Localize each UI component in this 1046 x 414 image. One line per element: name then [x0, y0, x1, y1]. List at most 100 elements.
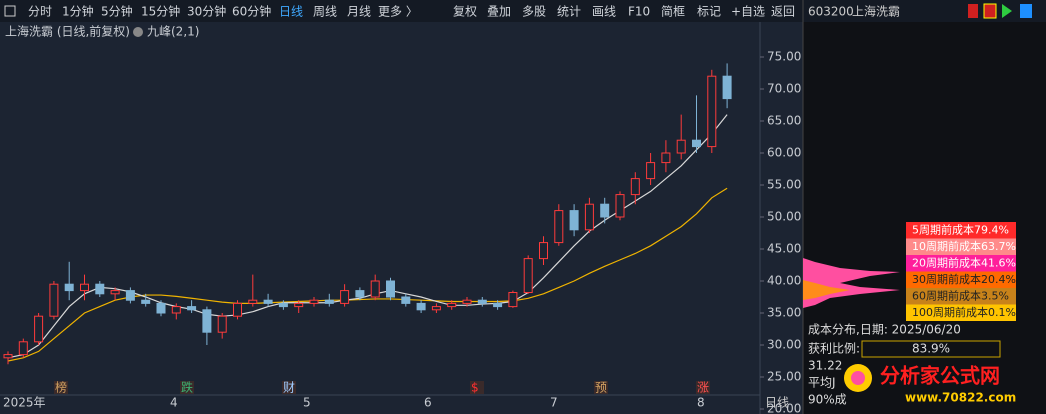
event-marker-bg [180, 381, 194, 394]
cost-row: 60周期前成本3.5% [912, 289, 1009, 303]
candle-body [34, 315, 44, 343]
event-marker[interactable]: 财 [283, 381, 295, 395]
cost-row: 10周期前成本63.7% [912, 239, 1016, 253]
toolbar-button[interactable]: F10 [628, 5, 650, 19]
candle-body [64, 283, 74, 292]
y-tick-label: 75.00 [767, 50, 801, 64]
toolbar-icon[interactable] [4, 5, 16, 17]
candle-body [278, 302, 288, 308]
toolbar-button[interactable]: 30分钟 [187, 4, 226, 19]
toolbar-button[interactable]: 5分钟 [101, 4, 133, 19]
event-marker[interactable]: 榜 [55, 380, 67, 395]
cost-row-bg [906, 238, 1016, 255]
candle-body [370, 280, 380, 298]
indicator-icon [133, 27, 143, 37]
candle-body [600, 203, 610, 218]
stock-code: 603200 [808, 5, 854, 19]
y-tick-label: 65.00 [767, 114, 801, 128]
toolbar-button[interactable]: 简框 [661, 5, 685, 19]
y-tick-label: 20.00 [767, 402, 801, 414]
toolbar-bg [0, 0, 1046, 22]
profit-bar [861, 340, 1001, 358]
candle-body [615, 194, 625, 218]
x-tick-label: 2025年 [3, 396, 46, 410]
cost-line: 31.22 [808, 359, 842, 373]
panel-icon[interactable] [1020, 4, 1032, 18]
toolbar-button[interactable]: 1分钟 [62, 4, 94, 19]
cost-line: 90%成 [808, 393, 847, 407]
toolbar-button[interactable]: 叠加 [487, 5, 511, 19]
x-tick-label: 7 [550, 396, 558, 410]
toolbar-button[interactable]: 多股 [522, 5, 546, 19]
event-marker[interactable]: 跌 [181, 380, 193, 395]
candle-body [18, 341, 28, 356]
toolbar-button[interactable]: 更多 〉 [378, 5, 418, 19]
cost-row-bg [906, 271, 1016, 288]
cost-histogram-core [803, 280, 850, 300]
candle-body [141, 299, 151, 304]
candle-body [554, 210, 564, 244]
candle-body [523, 258, 533, 294]
candle-body [431, 306, 441, 311]
logo-title: 分析家公式网 [880, 364, 1000, 388]
toolbar-button[interactable]: 统计 [557, 5, 581, 19]
event-marker[interactable]: 涨 [697, 380, 709, 395]
side-panel-bg [803, 22, 1046, 414]
y-tick-label: 60.00 [767, 146, 801, 160]
toolbar-button[interactable]: 返回 [771, 5, 795, 19]
candle-body [646, 162, 656, 180]
candle-body [95, 283, 105, 295]
toolbar-button[interactable]: 标记 [697, 5, 721, 19]
panel-icon[interactable] [968, 4, 978, 18]
logo-url: www.70822.com [905, 391, 1016, 405]
candle-body [539, 242, 548, 260]
toolbar-button[interactable]: 画线 [592, 5, 616, 19]
candle-body [309, 299, 319, 304]
candle-body [661, 152, 671, 164]
x-tick-label: 6 [424, 396, 432, 410]
cost-row: 20周期前成本41.6% [912, 256, 1016, 270]
cost-row-bg [906, 304, 1016, 321]
toolbar-button[interactable]: 分时 [28, 5, 52, 19]
logo-flower [851, 371, 865, 385]
candle-body [416, 302, 426, 311]
candle-body [187, 306, 197, 311]
panel-icon[interactable] [983, 3, 997, 19]
candle-body [110, 290, 120, 295]
candle-body [233, 302, 242, 317]
panel-icon[interactable] [1002, 4, 1012, 18]
candle-body [80, 283, 89, 292]
candle-body [676, 139, 686, 154]
profit-label: 获利比例: [808, 342, 860, 356]
profit-value: 83.9% [912, 342, 950, 356]
toolbar-button[interactable]: 60分钟 [232, 4, 271, 19]
cost-row: 30周期前成本20.4% [912, 272, 1016, 286]
toolbar-button[interactable]: +自选 [731, 5, 765, 19]
candle-body [324, 299, 334, 304]
candle-body [692, 139, 701, 148]
candle-body [263, 299, 273, 304]
logo: 分析家公式网 www.70822.com [844, 364, 1016, 405]
toolbar-button[interactable]: 月线 [347, 5, 371, 19]
y-tick-label: 35.00 [767, 306, 801, 320]
toolbar-button[interactable]: 15分钟 [141, 4, 180, 19]
cost-row: 5周期前成本79.4% [912, 223, 1009, 237]
candle-body [156, 302, 166, 314]
cost-row: 100周期前成本0.1% [912, 305, 1016, 319]
cost-line: 平均J [808, 376, 836, 390]
stock-name: 上海洗霸 [852, 4, 900, 19]
candle-body [171, 306, 181, 314]
event-marker[interactable]: $ [471, 381, 479, 395]
candle-body [125, 290, 135, 301]
toolbar-button[interactable]: 周线 [313, 5, 337, 19]
toolbar-button[interactable]: 日线 [279, 5, 303, 19]
cost-date: 成本分布,日期: 2025/06/20 [808, 323, 961, 337]
candle-body [447, 302, 457, 308]
indicator-name: 九峰(2,1) [147, 25, 199, 39]
event-marker-bg [282, 381, 296, 394]
candle-body [584, 203, 594, 231]
event-marker[interactable]: 预 [595, 381, 607, 395]
toolbar-button[interactable]: 复权 [453, 5, 477, 19]
